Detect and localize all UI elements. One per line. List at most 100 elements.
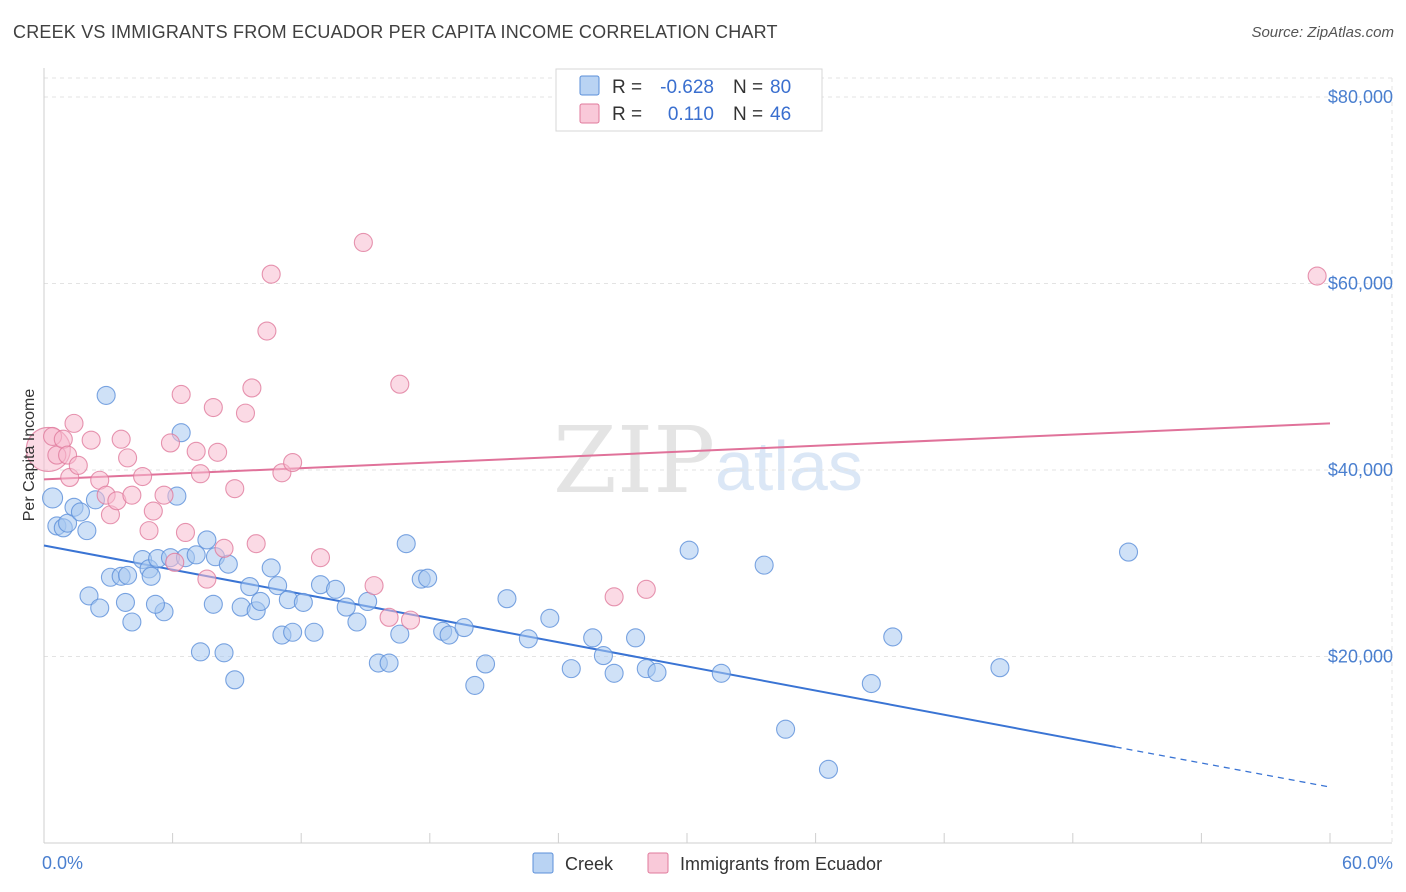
creek-point-64 (561, 659, 581, 679)
bottom-legend: Creek Immigrants from Ecuador (532, 852, 882, 874)
creek-point-47 (336, 597, 356, 617)
legend-r-label-ecuador: R = (612, 104, 642, 125)
trend-line-1 (43, 422, 1331, 481)
creek-point-35 (240, 577, 260, 597)
creek-point-18 (141, 566, 161, 586)
creek-point-15 (122, 612, 142, 632)
creek-point-28 (197, 530, 217, 550)
ecuador-point-33 (246, 534, 266, 554)
creek-point-60 (475, 654, 496, 674)
legend-swatch-creek (579, 75, 600, 96)
ecuador-point-18 (143, 501, 163, 521)
creek-point-6 (77, 521, 97, 541)
y-tick-label-20000: $20,000 (1328, 647, 1393, 667)
watermark-zip: ZIP (553, 407, 715, 514)
legend-r-value-ecuador: 0.110 (668, 104, 714, 125)
creek-point-37 (250, 591, 271, 612)
legend-r-label-creek: R = (612, 77, 642, 98)
ecuador-point-42 (390, 374, 410, 394)
creek-point-62 (518, 629, 538, 649)
creek-point-61 (497, 589, 517, 609)
creek-point-39 (268, 576, 288, 596)
creek-point-63 (540, 608, 560, 628)
y-tick-labels: $20,000 $40,000 $60,000 $80,000 (1328, 87, 1393, 667)
bottom-legend-label-ecuador: Immigrants from Ecuador (680, 854, 882, 874)
ecuador-point-14 (118, 448, 138, 468)
creek-point-33 (225, 670, 245, 690)
creek-point-8 (79, 586, 99, 606)
ecuador-point-8 (81, 430, 101, 450)
creek-point-22 (145, 594, 166, 614)
ecuador-point-44 (604, 587, 624, 607)
creek-point-71 (679, 540, 699, 560)
ecuador-point-32 (242, 378, 262, 398)
creek-point-13 (118, 565, 138, 585)
creek-point-75 (818, 759, 839, 779)
creek-point-73 (754, 555, 774, 575)
creek-point-26 (186, 545, 206, 565)
creek-point-14 (115, 592, 135, 612)
creek-point-38 (261, 558, 281, 578)
ecuador-point-30 (225, 479, 245, 499)
ecuador-point-19 (154, 485, 174, 505)
ecuador-point-21 (165, 552, 185, 572)
bottom-legend-swatch-creek (532, 852, 554, 874)
trend-line-0 (43, 544, 1116, 748)
creek-point-59 (465, 675, 485, 695)
y-tick-label-40000: $40,000 (1328, 460, 1393, 480)
ecuador-point-15 (122, 485, 142, 505)
x-tick-labels: 0.0% 60.0% (42, 853, 1393, 873)
watermark-atlas: atlas (715, 427, 863, 505)
ecuador-point-35 (261, 264, 281, 284)
creek-point-53 (396, 534, 416, 554)
trend-line-dashed-0 (1115, 746, 1331, 788)
creek-point-9 (90, 598, 110, 618)
creek-point-10 (96, 385, 116, 405)
ecuador-point-6 (64, 413, 84, 433)
bottom-legend-swatch-ecuador (647, 852, 669, 874)
ecuador-point-45 (636, 579, 656, 599)
legend-n-label-creek: N = (733, 77, 763, 98)
creek-point-66 (593, 646, 613, 666)
creek-point-74 (776, 719, 796, 739)
y-tick-label-60000: $60,000 (1328, 274, 1393, 294)
x-tick-label-60: 60.0% (1342, 853, 1393, 873)
chart-title: CREEK VS IMMIGRANTS FROM ECUADOR PER CAP… (13, 22, 778, 42)
creek-point-68 (626, 628, 646, 648)
ecuador-point-46 (1307, 266, 1327, 286)
creek-point-52 (390, 624, 410, 644)
legend-n-label-ecuador: N = (733, 104, 763, 125)
ecuador-point-43 (400, 610, 421, 630)
legend-n-value-creek: 80 (770, 77, 791, 98)
creek-point-44 (304, 622, 324, 642)
legend: R = -0.628 N = 80 R = 0.110 N = 46 (555, 68, 823, 132)
legend-box (555, 68, 823, 132)
creek-point-76 (861, 673, 881, 694)
creek-point-46 (325, 579, 346, 599)
creek-point-70 (647, 662, 667, 682)
x-tick-label-0: 0.0% (42, 853, 83, 873)
creek-point-42 (283, 622, 303, 642)
ecuador-point-13 (111, 429, 131, 449)
ecuador-point-23 (175, 522, 196, 543)
y-axis-label: Per Capita Income (21, 389, 38, 522)
ecuador-point-16 (133, 466, 153, 487)
creek-point-51 (379, 653, 399, 673)
ecuador-point-24 (186, 441, 206, 461)
ecuador-point-26 (197, 569, 217, 589)
ecuador-point-29 (214, 538, 234, 558)
creek-point-65 (583, 628, 603, 648)
ecuador-point-31 (235, 403, 256, 423)
legend-r-value-creek: -0.628 (660, 77, 714, 98)
ecuador-point-7 (68, 455, 88, 475)
creek-point-49 (358, 591, 378, 612)
creek-point-77 (883, 627, 903, 647)
creek-point-67 (604, 663, 624, 683)
trend-lines (43, 422, 1331, 788)
creek-point-48 (347, 612, 367, 632)
creek-point-5 (70, 502, 90, 522)
ecuador-point-38 (310, 548, 331, 568)
data-points (25, 232, 1327, 779)
creek-point-30 (203, 594, 223, 614)
